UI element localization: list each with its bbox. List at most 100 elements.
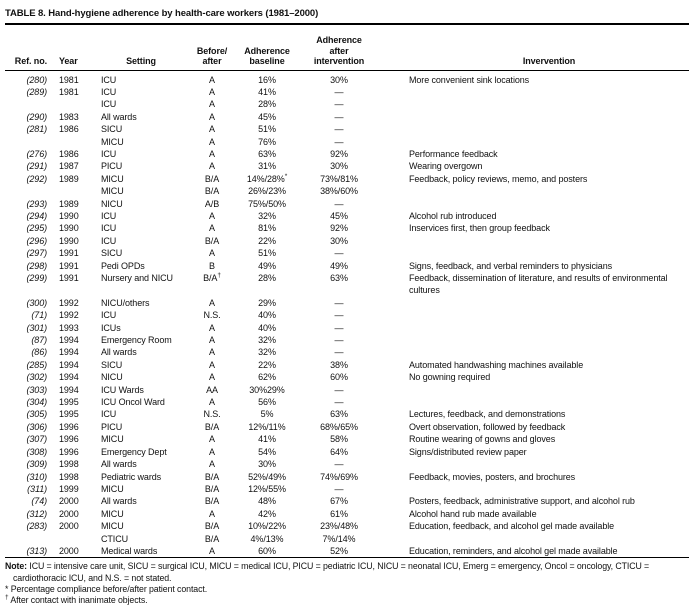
cell-setting: MICU [101, 186, 124, 197]
cell-baseline: 30%29% [249, 384, 285, 395]
cell-year: 1999 [59, 483, 79, 494]
cell-ref: (299) [26, 273, 47, 283]
table-row: (74) 2000 All wards B/A 48% 67% Posters, feedb… [5, 495, 689, 507]
cell-year: 1981 [59, 74, 79, 85]
cell-setting: NICU [101, 198, 123, 209]
cell-year: 1989 [59, 198, 79, 209]
column-header-setting: Setting [93, 25, 189, 71]
cell-after: — [334, 335, 344, 346]
note-label: Note: [5, 561, 27, 572]
cell-year: 1989 [59, 173, 79, 184]
cell-ba: A [209, 111, 215, 122]
cell-ba: A [209, 210, 215, 221]
cell-ref: (305) [26, 409, 47, 420]
cell-ba: A [209, 335, 215, 346]
cell-ba: AA [206, 384, 218, 395]
cell-ba: A [209, 148, 215, 159]
cell-interv: Overt observation, followed by feedback [409, 421, 566, 432]
superscript-marker: * [284, 172, 288, 180]
table-row: (301) 1993 ICUs A 40% — [5, 322, 689, 334]
cell-ref: (71) [31, 310, 47, 321]
cell-after: 38%/60% [320, 186, 358, 197]
cell-ba: A [209, 372, 215, 383]
cell-baseline: 41% [258, 86, 276, 97]
cell-baseline: 81% [258, 223, 276, 234]
cell-setting: SICU [101, 124, 123, 135]
footnote-asterisk-marker: * [5, 583, 9, 594]
cell-interv: Routine wearing of gowns and gloves [409, 434, 556, 445]
cell-year: 1990 [59, 210, 79, 221]
cell-baseline: 4%/13% [250, 533, 284, 544]
cell-ba: B/A [204, 521, 220, 532]
cell-interv: Feedback, policy reviews, memo, and post… [409, 173, 588, 184]
cell-setting: MICU [101, 173, 124, 184]
table-row: (302) 1994 NICU A 62% 60% No gowning required [5, 371, 689, 383]
cell-ba: A [209, 223, 215, 234]
cell-after: 23%/48% [320, 521, 358, 532]
table-row: MICU B/A 26%/23% 38%/60% [5, 185, 689, 197]
cell-after: — [334, 310, 344, 321]
cell-year: 1994 [59, 372, 79, 383]
cell-setting: ICUs [101, 322, 121, 333]
cell-ref: (311) [27, 483, 47, 494]
cell-ref: (300) [26, 297, 47, 308]
column-header-year: Year [51, 25, 93, 71]
cell-setting: Emergency Dept [101, 446, 167, 457]
cell-ref: (294) [26, 210, 47, 221]
cell-baseline: 54% [258, 446, 276, 457]
table-row: (305) 1995 ICU N.S. 5% 63% Lectures, feedback,… [5, 408, 689, 420]
cell-interv: Signs/distributed review paper [409, 446, 527, 457]
cell-interv [379, 483, 689, 495]
cell-ba: B/A [204, 186, 220, 197]
cell-year: 1993 [59, 322, 79, 333]
table-row: (303) 1994 ICU Wards AA 30%29% — [5, 384, 689, 396]
cell-setting: Pedi OPDs [101, 260, 145, 271]
cell-after: 63% [330, 273, 348, 283]
column-header-ref-no: Ref. no. [5, 25, 51, 71]
cell-interv: Performance feedback [409, 148, 498, 159]
cell-ba: A [209, 322, 215, 333]
cell-baseline: 42% [258, 508, 276, 519]
cell-interv: Posters, feedback, administrative suppor… [409, 496, 635, 507]
cell-year: 1981 [59, 86, 79, 97]
cell-after: 73%/81% [320, 173, 358, 184]
cell-interv: Inservices first, then group feedback [409, 223, 550, 234]
cell-setting: ICU [101, 310, 117, 321]
table-row: CTICU B/A 4%/13% 7%/14% [5, 533, 689, 545]
cell-ba: B/A [204, 483, 220, 494]
cell-interv [379, 198, 689, 210]
cell-year: 1986 [59, 148, 79, 159]
cell-year: 1994 [59, 384, 79, 395]
cell-interv: Signs, feedback, and verbal reminders to… [409, 260, 613, 271]
cell-baseline: 49% [258, 260, 276, 271]
cell-ba: A [209, 136, 215, 147]
cell-after: 68%/65% [320, 421, 358, 432]
cell-baseline: 41% [258, 434, 276, 445]
footnote-dagger-marker: † [5, 594, 9, 602]
cell-interv [379, 136, 689, 148]
cell-baseline: 32% [258, 347, 276, 358]
cell-interv: Feedback, movies, posters, and brochures [409, 471, 576, 482]
cell-year: 1992 [59, 297, 79, 308]
cell-interv [379, 111, 689, 123]
cell-baseline: 76% [258, 136, 276, 147]
cell-ba: A [209, 297, 215, 308]
cell-baseline: 48% [258, 496, 276, 507]
cell-setting: Medical wards [101, 545, 158, 556]
cell-baseline: 12%/55% [248, 483, 286, 494]
cell-after: — [334, 297, 344, 308]
cell-interv [379, 309, 689, 321]
note-text: ICU = intensive care unit, SICU = surgic… [13, 561, 650, 583]
cell-ref: (296) [26, 235, 47, 246]
cell-setting: MICU [101, 521, 124, 532]
cell-after: 67% [330, 496, 348, 507]
cell-setting: All wards [101, 347, 137, 358]
cell-interv [379, 396, 689, 408]
cell-year: 1996 [59, 446, 79, 457]
cell-setting: Nursery and NICU [101, 273, 173, 283]
cell-ba: B/A [204, 235, 220, 246]
cell-ref: (74) [31, 496, 47, 507]
cell-ref: (285) [26, 359, 47, 370]
cell-ref: (291) [26, 161, 47, 172]
cell-year [51, 98, 93, 110]
